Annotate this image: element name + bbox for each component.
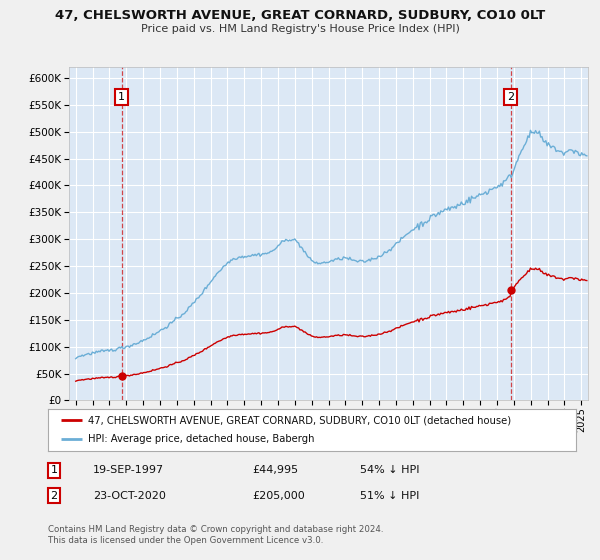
Text: Contains HM Land Registry data © Crown copyright and database right 2024.
This d: Contains HM Land Registry data © Crown c… — [48, 525, 383, 545]
Text: 51% ↓ HPI: 51% ↓ HPI — [360, 491, 419, 501]
Text: 1: 1 — [50, 465, 58, 475]
Text: £205,000: £205,000 — [252, 491, 305, 501]
Text: £44,995: £44,995 — [252, 465, 298, 475]
Text: HPI: Average price, detached house, Babergh: HPI: Average price, detached house, Babe… — [88, 435, 314, 445]
Text: 54% ↓ HPI: 54% ↓ HPI — [360, 465, 419, 475]
Text: 1: 1 — [118, 92, 125, 102]
Text: 19-SEP-1997: 19-SEP-1997 — [93, 465, 164, 475]
Text: 47, CHELSWORTH AVENUE, GREAT CORNARD, SUDBURY, CO10 0LT: 47, CHELSWORTH AVENUE, GREAT CORNARD, SU… — [55, 9, 545, 22]
Text: 2: 2 — [50, 491, 58, 501]
Text: 2: 2 — [507, 92, 514, 102]
Text: 23-OCT-2020: 23-OCT-2020 — [93, 491, 166, 501]
Text: Price paid vs. HM Land Registry's House Price Index (HPI): Price paid vs. HM Land Registry's House … — [140, 24, 460, 34]
Text: 47, CHELSWORTH AVENUE, GREAT CORNARD, SUDBURY, CO10 0LT (detached house): 47, CHELSWORTH AVENUE, GREAT CORNARD, SU… — [88, 415, 511, 425]
